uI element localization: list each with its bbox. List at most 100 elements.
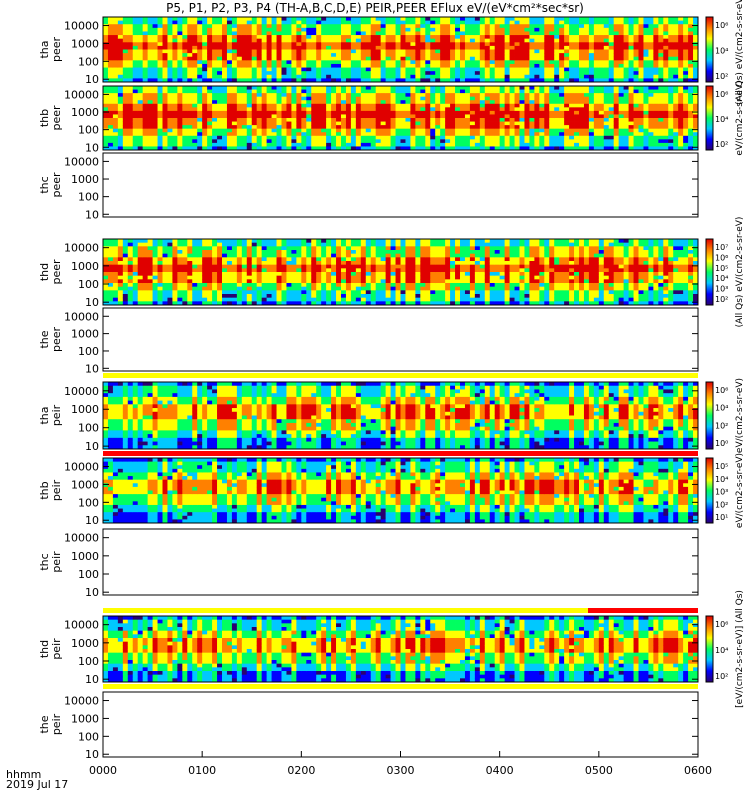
spectrogram-cell bbox=[643, 121, 649, 126]
spectrogram-cell bbox=[137, 110, 144, 115]
spectrogram-cell bbox=[455, 20, 461, 25]
spectrogram-cell bbox=[569, 60, 575, 65]
spectrogram-cell bbox=[499, 139, 506, 144]
spectrogram-cell bbox=[103, 67, 109, 72]
spectrogram-cell bbox=[658, 20, 664, 25]
spectrogram-cell bbox=[152, 17, 158, 22]
spectrogram-cell bbox=[469, 49, 476, 54]
spectrogram-cell bbox=[539, 31, 545, 36]
spectrogram-cell bbox=[539, 71, 545, 76]
spectrogram-cell bbox=[261, 283, 268, 288]
spectrogram-cell bbox=[202, 250, 208, 255]
spectrogram-cell bbox=[350, 107, 357, 112]
spectrogram-cell bbox=[281, 86, 287, 90]
spectrogram-cell bbox=[469, 100, 476, 105]
spectrogram-cell bbox=[638, 135, 644, 140]
spectrogram-cell bbox=[132, 27, 139, 32]
spectrogram-cell bbox=[598, 139, 605, 144]
spectrogram-cell bbox=[534, 63, 540, 68]
y-tick-label: 10 bbox=[85, 141, 99, 154]
spectrogram-cell bbox=[306, 20, 312, 25]
spectrogram-cell bbox=[306, 35, 312, 40]
spectrogram-cell bbox=[236, 31, 243, 36]
spectrogram-cell bbox=[167, 42, 173, 47]
spectrogram-cell bbox=[132, 294, 139, 299]
spectrogram-cell bbox=[192, 139, 198, 144]
spectrogram-cell bbox=[167, 114, 173, 119]
spectrogram-cell bbox=[172, 31, 178, 36]
spectrogram-cell bbox=[241, 297, 248, 302]
spectrogram-cell bbox=[246, 135, 253, 140]
spectrogram-cell bbox=[236, 297, 243, 302]
spectrogram-cell bbox=[177, 20, 183, 25]
spectrogram-cell bbox=[326, 146, 332, 151]
spectrogram-cell bbox=[212, 121, 218, 126]
spectrogram-cell bbox=[588, 103, 595, 108]
spectrogram-cell bbox=[499, 118, 506, 122]
spectrogram-cell bbox=[182, 67, 188, 72]
spectrogram-cell bbox=[598, 114, 605, 119]
spectrogram-cell bbox=[103, 272, 109, 277]
spectrogram-cell bbox=[261, 253, 268, 258]
spectrogram-cell bbox=[127, 286, 134, 291]
spectrogram-cell bbox=[187, 294, 193, 299]
spectrogram-cell bbox=[405, 128, 411, 133]
spectrogram-cell bbox=[569, 86, 575, 90]
spectrogram-cell bbox=[162, 100, 168, 105]
spectrogram-cell bbox=[266, 45, 272, 50]
spectrogram-cell bbox=[306, 132, 312, 137]
spectrogram-cell bbox=[341, 60, 347, 65]
spectrogram-cell bbox=[127, 268, 134, 273]
spectrogram-cell bbox=[564, 67, 570, 72]
spectrogram-cell bbox=[653, 78, 659, 83]
spectrogram-cell bbox=[534, 93, 540, 98]
spectrogram-cell bbox=[341, 53, 347, 58]
spectrogram-cell bbox=[405, 78, 411, 83]
spectrogram-cell bbox=[663, 103, 669, 108]
spectrogram-cell bbox=[222, 17, 228, 22]
spectrogram-cell bbox=[197, 257, 203, 262]
spectrogram-cell bbox=[668, 74, 674, 79]
spectrogram-cell bbox=[593, 35, 600, 40]
spectrogram-cell bbox=[673, 146, 679, 151]
spectrogram-cell bbox=[152, 110, 158, 115]
spectrogram-cell bbox=[385, 96, 391, 101]
spectrogram-cell bbox=[445, 49, 451, 54]
spectrogram-cell bbox=[226, 286, 233, 291]
spectrogram-cell bbox=[241, 272, 248, 277]
spectrogram-cell bbox=[544, 49, 550, 54]
spectrogram-cell bbox=[400, 121, 406, 126]
spectrogram-cell bbox=[202, 125, 208, 130]
spectrogram-cell bbox=[539, 135, 545, 140]
spectrogram-cell bbox=[395, 27, 401, 32]
spectrogram-cell bbox=[326, 118, 332, 122]
spectrogram-cell bbox=[231, 89, 238, 94]
spectrogram-cell bbox=[306, 107, 312, 112]
spectrogram-cell bbox=[484, 96, 491, 101]
spectrogram-cell bbox=[658, 17, 664, 22]
spectrogram-cell bbox=[593, 118, 600, 122]
spectrogram-cell bbox=[499, 78, 506, 83]
spectrogram-cell bbox=[222, 27, 228, 32]
spectrogram-cell bbox=[231, 93, 238, 98]
spectrogram-cell bbox=[574, 100, 580, 105]
spectrogram-cell bbox=[345, 142, 352, 147]
spectrogram-cell bbox=[162, 146, 168, 151]
spectrogram-cell bbox=[152, 246, 158, 251]
spectrogram-cell bbox=[489, 27, 496, 32]
spectrogram-cell bbox=[663, 125, 669, 130]
spectrogram-cell bbox=[286, 17, 292, 22]
spectrogram-cell bbox=[648, 74, 654, 79]
spectrogram-cell bbox=[688, 49, 694, 54]
spectrogram-cell bbox=[236, 275, 243, 280]
spectrogram-cell bbox=[628, 89, 634, 94]
spectrogram-cell bbox=[534, 118, 540, 122]
spectrogram-cell bbox=[519, 103, 525, 108]
spectrogram-cell bbox=[192, 118, 198, 122]
spectrogram-cell bbox=[117, 63, 124, 68]
spectrogram-cell bbox=[529, 118, 535, 122]
spectrogram-cell bbox=[504, 60, 510, 65]
spectrogram-cell bbox=[524, 128, 530, 133]
spectrogram-cell bbox=[663, 107, 669, 112]
spectrogram-cell bbox=[162, 142, 168, 147]
